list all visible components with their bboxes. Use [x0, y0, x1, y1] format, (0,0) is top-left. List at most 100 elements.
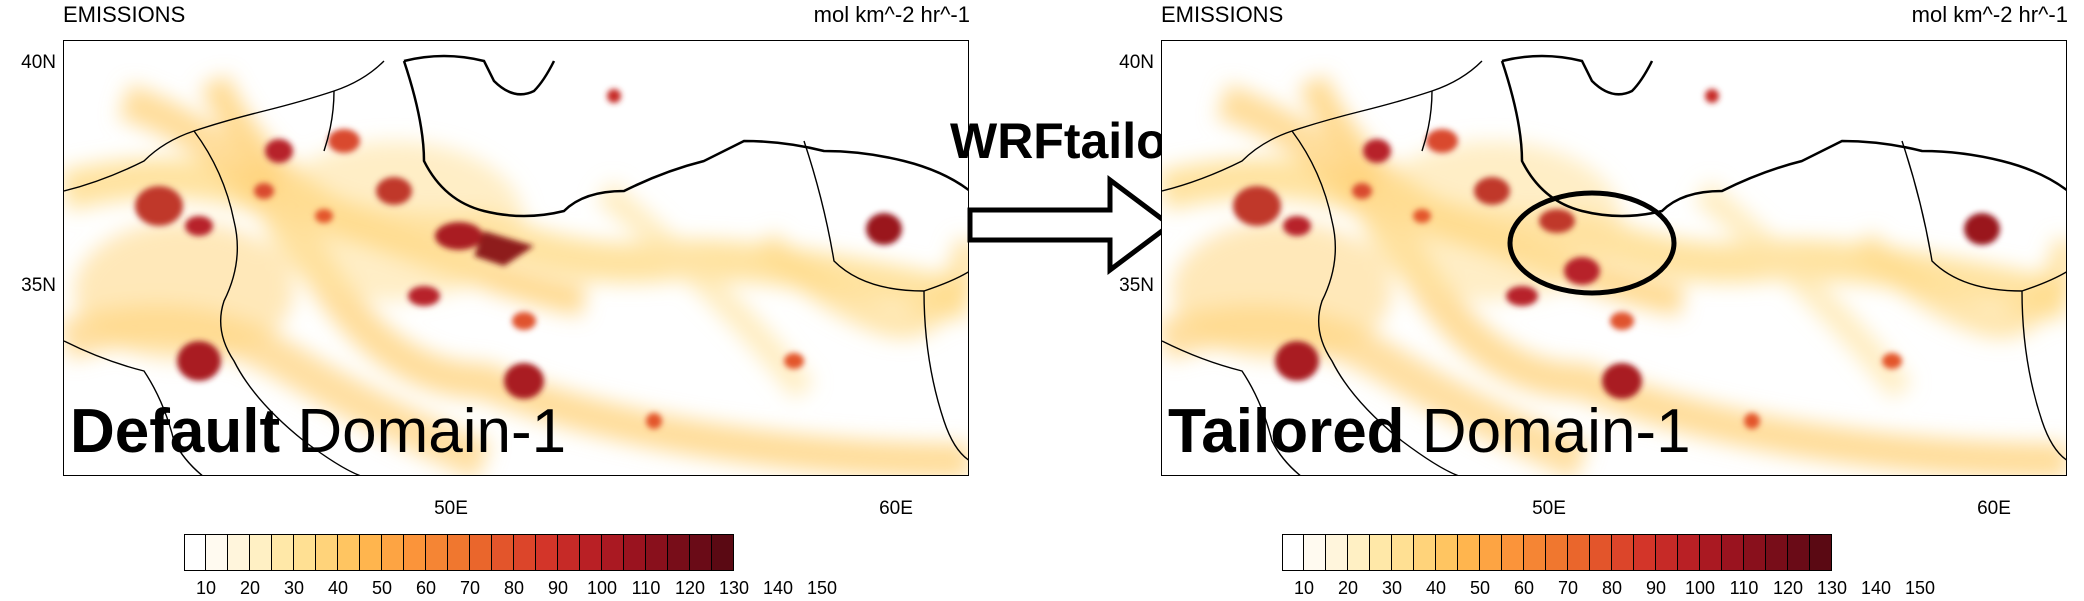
colorbar-cell — [404, 534, 426, 571]
lat-label-40n: 40N — [21, 52, 56, 73]
transform-arrow: WRFtailor — [940, 100, 1200, 280]
lat-label-35n: 35N — [21, 275, 56, 296]
emissions-map: Default Domain-1 — [63, 40, 969, 476]
colorbar-cell — [1568, 534, 1590, 571]
colorbar-tick-label: 70 — [1557, 578, 1579, 598]
borders — [64, 60, 968, 475]
colorbar — [184, 534, 734, 571]
colorbar-cell — [580, 534, 602, 571]
domain-label-rest: Domain-1 — [1404, 397, 1691, 466]
colorbar-cell — [1612, 534, 1634, 571]
map-panel-tailored: EMISSIONS mol km^-2 hr^-1 40N 35N — [1098, 0, 2084, 601]
colorbar-cell — [1656, 534, 1678, 571]
colorbar-cell — [206, 534, 228, 571]
colorbar-cell — [470, 534, 492, 571]
lon-label-50e: 50E — [1532, 498, 1566, 519]
colorbar-tick-label: 90 — [547, 578, 569, 598]
colorbar-cell — [492, 534, 514, 571]
colorbar-cell — [1700, 534, 1722, 571]
emissions-field — [64, 54, 968, 475]
colorbar-cell — [602, 534, 624, 571]
domain-label: Default Domain-1 — [70, 396, 566, 467]
colorbar-cell — [536, 534, 558, 571]
colorbar-tick-label: 50 — [371, 578, 393, 598]
colorbar — [1282, 534, 1832, 571]
colorbar-tick-label: 20 — [1337, 578, 1359, 598]
colorbar-tick-label: 130 — [718, 578, 750, 598]
coastlines — [1500, 54, 2066, 218]
colorbar-cell — [1766, 534, 1788, 571]
panel-title: EMISSIONS — [1161, 2, 1284, 27]
colorbar-tick-label: 60 — [1513, 578, 1535, 598]
highlight-ellipse — [1507, 190, 1677, 296]
colorbar-tick-label: 50 — [1469, 578, 1491, 598]
emissions-field — [1162, 54, 2066, 475]
colorbar-cell — [1546, 534, 1568, 571]
colorbar-tick-label: 110 — [631, 578, 661, 598]
colorbar-tick-label: 40 — [1425, 578, 1447, 598]
domain-label-rest: Domain-1 — [280, 397, 567, 466]
colorbar-cell — [250, 534, 272, 571]
colorbar-cell — [228, 534, 250, 571]
lon-label-50e: 50E — [434, 498, 468, 519]
colorbar-cell — [360, 534, 382, 571]
borders — [1162, 60, 2066, 475]
colorbar-cell — [1744, 534, 1766, 571]
colorbar-tick-label: 90 — [1645, 578, 1667, 598]
colorbar-tick-label: 20 — [239, 578, 261, 598]
colorbar-cell — [1788, 534, 1810, 571]
colorbar-cell — [382, 534, 404, 571]
colorbar-cell — [1370, 534, 1392, 571]
colorbar-cell — [690, 534, 712, 571]
colorbar-cell — [1722, 534, 1744, 571]
colorbar-cell — [316, 534, 338, 571]
units-label: mol km^-2 hr^-1 — [813, 2, 970, 27]
colorbar-tick-label: 100 — [586, 578, 618, 598]
colorbar-cell — [1414, 534, 1436, 571]
colorbar-cell — [668, 534, 690, 571]
colorbar-cell — [1304, 534, 1326, 571]
colorbar-tick-label: 130 — [1816, 578, 1848, 598]
colorbar-tick-label: 120 — [1772, 578, 1804, 598]
colorbar-tick-label: 80 — [503, 578, 525, 598]
colorbar-tick-label: 10 — [195, 578, 217, 598]
lon-label-60e: 60E — [879, 498, 913, 519]
colorbar-tick-label: 120 — [674, 578, 706, 598]
colorbar-cell — [712, 534, 734, 571]
colorbar-cell — [1436, 534, 1458, 571]
colorbar-cell — [448, 534, 470, 571]
colorbar-cell — [338, 534, 360, 571]
domain-label-bold: Tailored — [1168, 397, 1405, 466]
colorbar-cell — [1326, 534, 1348, 571]
colorbar-cell — [1634, 534, 1656, 571]
colorbar-tick-label: 30 — [1381, 578, 1403, 598]
colorbar-cell — [1502, 534, 1524, 571]
colorbar-cell — [558, 534, 580, 571]
emission-hotspots — [135, 89, 902, 429]
colorbar-cell — [1524, 534, 1546, 571]
colorbar-cell — [1810, 534, 1832, 571]
colorbar-tick-label: 100 — [1684, 578, 1716, 598]
colorbar-cell — [1458, 534, 1480, 571]
lat-label-35n: 35N — [1119, 275, 1154, 296]
colorbar-cell — [624, 534, 646, 571]
coastlines — [402, 54, 968, 218]
colorbar-cell — [1348, 534, 1370, 571]
lat-label-40n: 40N — [1119, 52, 1154, 73]
colorbar-cell — [184, 534, 206, 571]
colorbar-tick-label: 40 — [327, 578, 349, 598]
domain-label-bold: Default — [70, 397, 281, 466]
colorbar-labels: 10 20 30 40 50 60 70 80 90 100 110 120 130 140 150 — [1282, 578, 1935, 600]
colorbar-tick-label: 110 — [1729, 578, 1759, 598]
colorbar-cell — [1678, 534, 1700, 571]
colorbar-cell — [1590, 534, 1612, 571]
arrow-label: WRFtailor — [950, 113, 1187, 169]
colorbar-tick-label: 150 — [1904, 578, 1936, 598]
units-label: mol km^-2 hr^-1 — [1911, 2, 2068, 27]
colorbar-cell — [426, 534, 448, 571]
colorbar-tick-label: 150 — [806, 578, 838, 598]
colorbar-tick-label: 30 — [283, 578, 305, 598]
map-panel-default: EMISSIONS mol km^-2 hr^-1 40N 35N — [0, 0, 1020, 601]
colorbar-labels: 10 20 30 40 50 60 70 80 90 100 110 120 130 140 150 — [184, 578, 837, 600]
colorbar-tick-label: 140 — [762, 578, 794, 598]
